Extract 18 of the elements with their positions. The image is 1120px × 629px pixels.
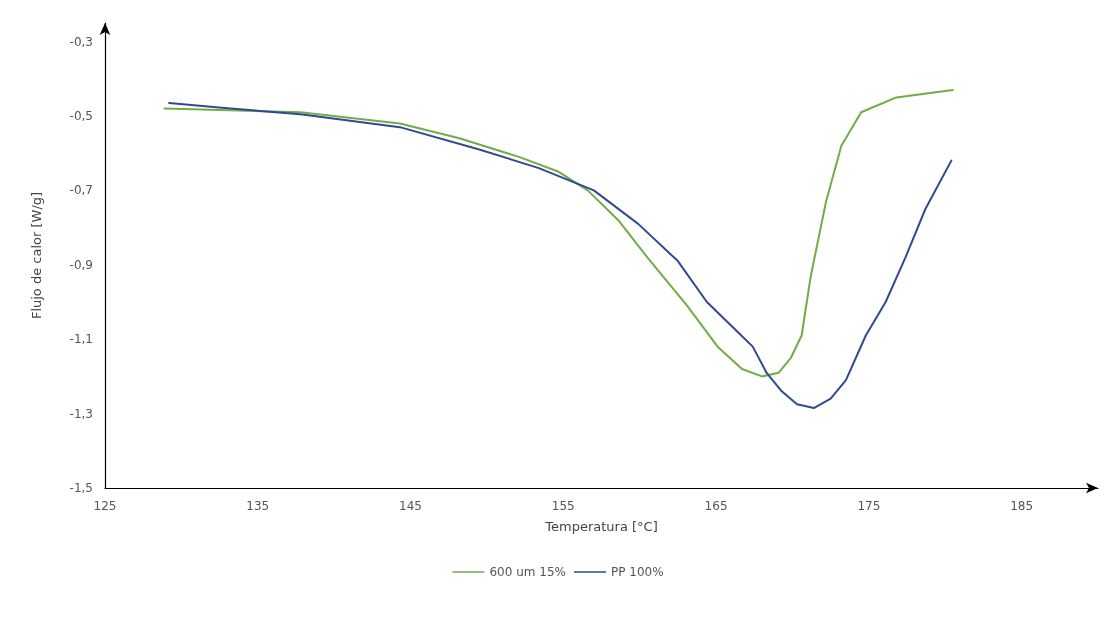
y-axis-title: Flujo de calor [W/g]: [29, 191, 44, 320]
x-tick-label: 165: [704, 499, 728, 513]
x-tick-label: 145: [399, 499, 422, 513]
x-tick-label: 175: [857, 499, 881, 513]
y-tick-label: -0,5: [69, 109, 93, 123]
legend-label: 600 um 15%: [489, 565, 566, 579]
y-tick-label: -1,1: [69, 332, 93, 347]
y-tick-label: -0,7: [69, 183, 93, 198]
y-tick-label: -0,3: [69, 34, 93, 49]
x-tick-label: 135: [246, 499, 270, 513]
y-tick-label: -1,3: [69, 406, 93, 421]
x-tick-label: 185: [1010, 499, 1034, 513]
y-tick-label: -1,5: [69, 481, 93, 495]
y-tick-label: -0,9: [69, 257, 93, 272]
x-tick-label: 125: [93, 499, 117, 513]
x-tick-label: 155: [551, 499, 575, 513]
legend-label: PP 100%: [610, 565, 664, 579]
x-axis-title: Temperatura [°C]: [544, 519, 658, 534]
